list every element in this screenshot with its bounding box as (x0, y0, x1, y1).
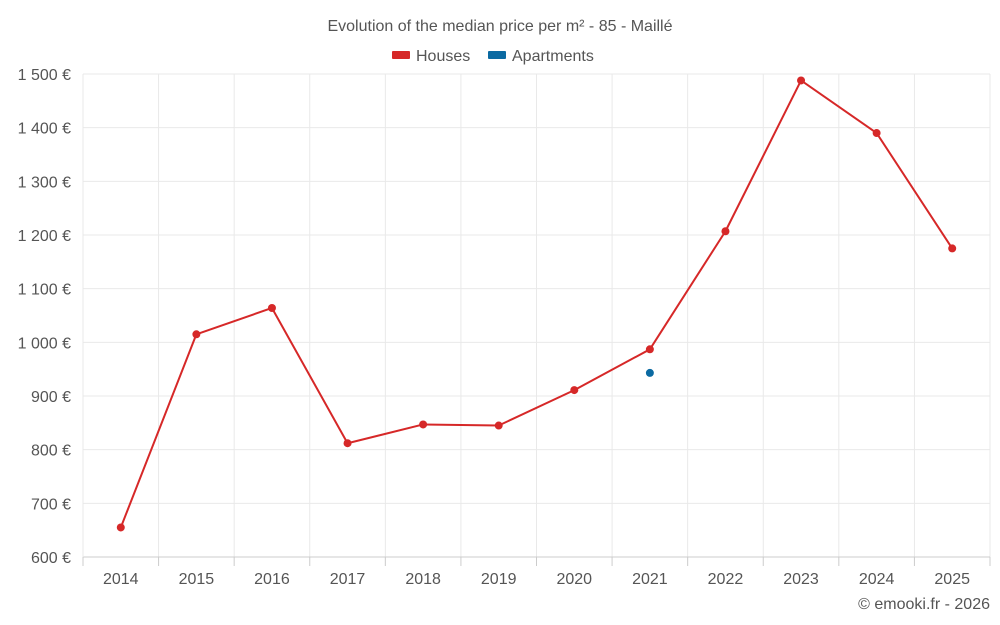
x-tick-label: 2021 (632, 571, 668, 588)
data-point-apartments[interactable] (645, 368, 654, 377)
legend: Houses Apartments (392, 48, 594, 65)
legend-swatch-houses (392, 51, 410, 59)
legend-swatch-apartments (488, 51, 506, 59)
y-tick-label: 900 € (31, 389, 71, 406)
x-tick-label: 2024 (859, 571, 895, 588)
gridlines (83, 73, 991, 557)
data-point-houses[interactable] (721, 227, 730, 236)
y-tick-label: 1 300 € (18, 174, 71, 191)
y-tick-label: 1 400 € (18, 121, 71, 138)
y-tick-label: 1 100 € (18, 282, 71, 299)
legend-label-houses: Houses (416, 48, 470, 65)
y-tick-label: 1 000 € (18, 335, 71, 352)
credit-text: © emooki.fr - 2026 (858, 596, 990, 613)
legend-label-apartments: Apartments (512, 48, 594, 65)
data-point-houses[interactable] (116, 523, 125, 532)
x-tick-label: 2019 (481, 571, 517, 588)
chart-title: Evolution of the median price per m² - 8… (327, 18, 672, 35)
data-point-houses[interactable] (645, 345, 654, 354)
y-tick-label: 800 € (31, 443, 71, 460)
data-point-houses[interactable] (343, 439, 352, 448)
data-point-houses[interactable] (192, 330, 201, 339)
data-point-houses[interactable] (419, 420, 428, 429)
x-tick-label: 2025 (934, 571, 970, 588)
y-tick-label: 1 200 € (18, 228, 71, 245)
axes (82, 74, 991, 566)
data-point-houses[interactable] (797, 76, 806, 85)
y-tick-label: 600 € (31, 550, 71, 567)
x-tick-label: 2018 (405, 571, 441, 588)
series-houses (116, 76, 957, 532)
x-axis-ticks: 2014 2015 2016 2017 2018 2019 2020 2021 2022 2023… (103, 571, 970, 588)
data-point-houses[interactable] (948, 244, 957, 253)
data-point-houses[interactable] (267, 303, 276, 312)
x-tick-label: 2015 (179, 571, 215, 588)
series (116, 76, 957, 532)
x-tick-label: 2023 (783, 571, 819, 588)
data-point-houses[interactable] (570, 386, 579, 395)
y-axis-ticks: 600 € 700 € 800 € 900 € 1 000 € 1 100 € 1 200 … (18, 67, 71, 567)
y-tick-label: 700 € (31, 496, 71, 513)
series-apartments (645, 368, 654, 377)
x-tick-label: 2022 (708, 571, 744, 588)
x-tick-label: 2016 (254, 571, 290, 588)
data-point-houses[interactable] (872, 129, 881, 138)
legend-item-apartments[interactable]: Apartments (488, 48, 594, 65)
data-point-houses[interactable] (494, 421, 503, 430)
x-tick-label: 2020 (556, 571, 592, 588)
legend-item-houses[interactable]: Houses (392, 48, 470, 65)
y-tick-label: 1 500 € (18, 67, 71, 84)
series-line-houses (119, 79, 954, 528)
x-tick-label: 2017 (330, 571, 366, 588)
x-tick-label: 2014 (103, 571, 139, 588)
